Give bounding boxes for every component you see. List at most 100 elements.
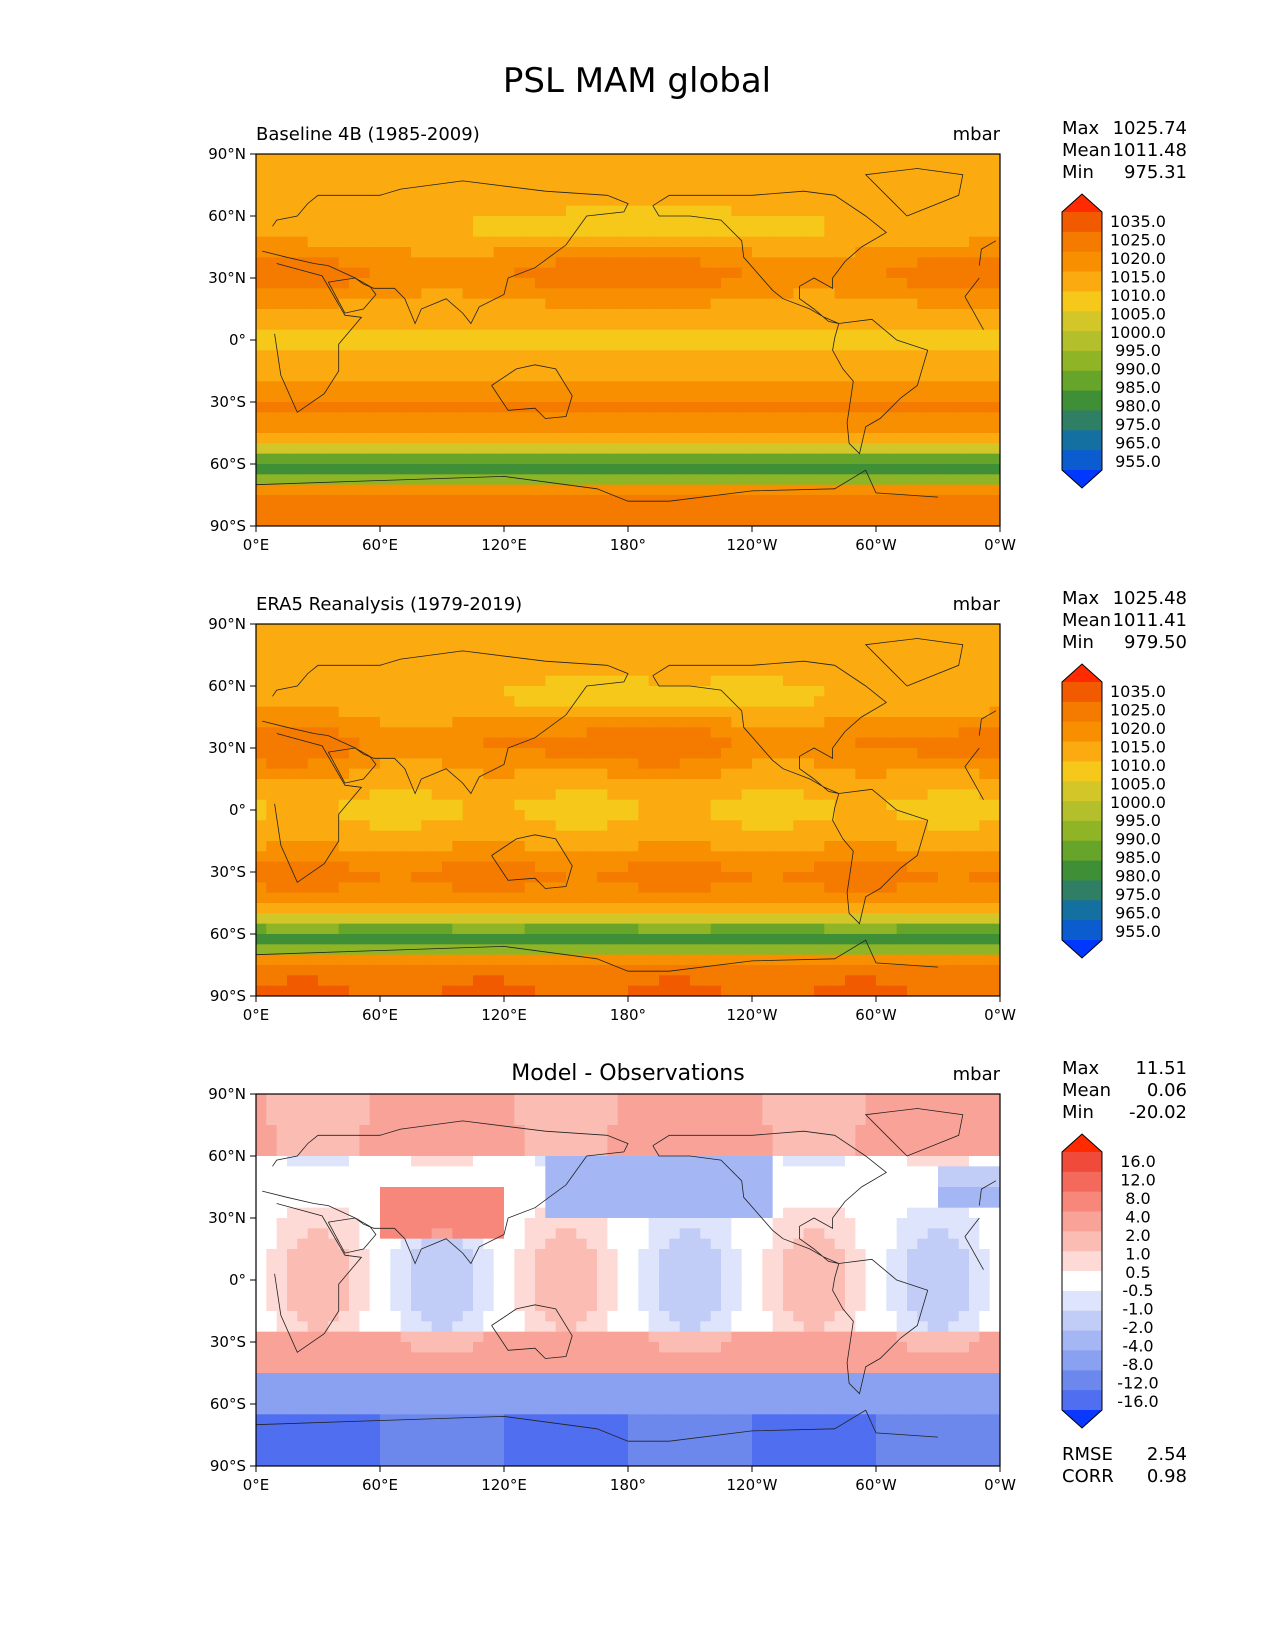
map-cell [659,350,670,362]
map-cell [493,298,505,310]
map-cell [266,319,278,331]
map-cell [700,278,712,289]
map-cell [256,861,267,873]
map-cell [876,226,887,238]
map-cell [442,412,453,424]
map-cell [307,768,319,780]
map-cell [958,758,970,770]
map-cell [524,247,536,258]
map-cell [328,820,340,832]
map-cell [638,278,650,289]
map-cell [855,453,867,465]
map-cell [318,360,329,372]
map-cell [555,686,567,697]
map-cell [814,226,825,238]
map-cell [586,371,598,382]
map-cell [276,391,288,403]
map-cell [421,872,433,883]
map-cell [659,443,670,455]
map-cell [772,644,784,656]
map-cell [421,464,433,475]
map-cell [597,655,608,666]
map-cell [690,278,701,289]
map-cell [586,696,598,708]
map-cell [431,340,443,351]
map-cell [411,727,422,739]
map-cell [793,495,805,506]
map-cell [576,675,588,687]
map-cell [710,861,722,873]
map-cell [710,944,722,956]
map-cell [886,706,898,718]
map-cell [617,624,629,635]
map-cell [431,474,443,486]
map-cell [421,453,433,465]
map-cell [741,164,753,176]
map-cell [318,267,329,279]
map-cell [400,329,412,341]
map-cell [493,195,505,207]
map-cell [442,381,453,393]
map-cell [896,696,908,708]
map-cell [452,433,464,444]
map-cell [431,727,443,739]
map-cell [793,872,805,883]
map-cell [338,164,350,176]
map-cell [834,799,846,811]
map-cell [607,789,619,801]
coastline-eurasia [978,240,997,266]
map-cell [318,236,329,248]
map-cell [855,758,867,770]
map-cell [896,686,908,697]
map-cell [359,195,371,207]
map-cell [690,737,701,749]
map-cell [969,340,980,351]
map-cell [648,872,660,883]
map-cell [431,675,443,687]
map-cell [741,624,753,635]
map-cell [783,861,794,873]
map-cell [555,340,567,351]
map-cell [607,706,619,718]
map-cell [328,892,340,904]
map-cell [731,768,743,780]
map-cell [297,464,309,475]
map-cell [958,841,970,852]
map-cell [876,861,887,873]
map-cell [307,944,319,956]
map-cell [421,205,433,217]
map-cell [411,820,422,832]
map-cell [400,892,412,904]
map-cell [876,278,887,289]
coastline-greenland [864,168,964,217]
map-cell [586,934,598,945]
map-cell [669,820,681,832]
map-cell [555,768,567,780]
map-cell [938,717,949,728]
map-cell [659,737,670,749]
map-cell [524,433,536,444]
map-cell [431,391,443,403]
map-cell [421,737,433,749]
map-cell [989,717,1000,728]
map-cell [369,185,381,196]
map-cell [473,288,484,300]
map-cell [266,309,278,320]
map-cell [338,841,350,852]
map-cell [824,381,836,393]
map-cell [793,944,805,956]
map-cell [896,174,908,186]
map-cell [555,727,567,739]
map-cell [907,257,918,269]
map-cell [431,820,443,832]
map-cell [555,216,567,227]
map-cell [927,706,939,718]
map-cell [855,737,867,749]
map-cell [969,185,980,196]
map-cell [617,236,629,248]
map-cell [876,923,887,935]
map-cell [865,758,877,770]
map-cell [504,624,515,635]
map-cell [380,706,391,718]
map-cell [938,913,949,925]
